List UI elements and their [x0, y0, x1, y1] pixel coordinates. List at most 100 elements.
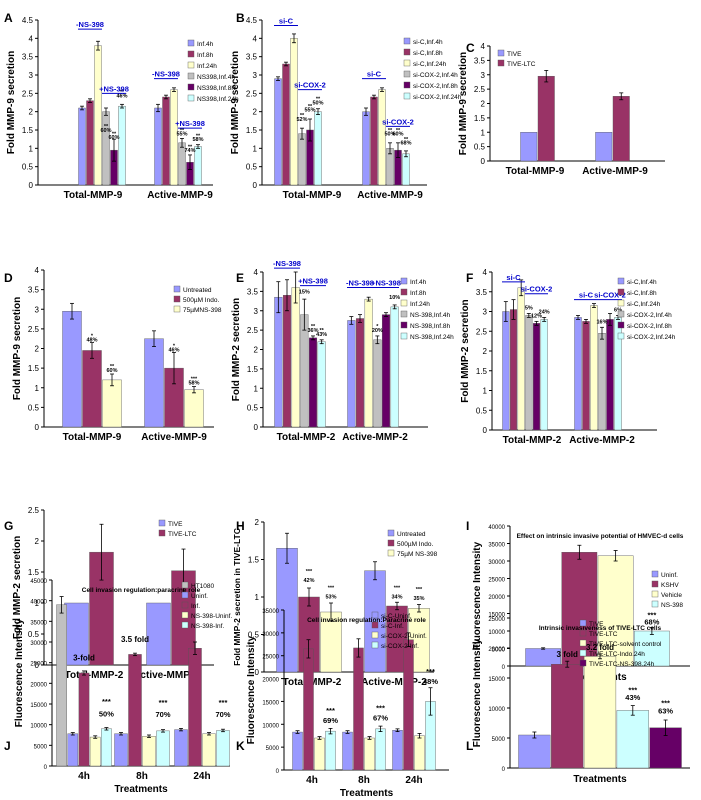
significance-label: *** [661, 699, 670, 708]
bar-si-cox-2-inf-24h-active-mmp-9 [402, 153, 410, 186]
legend-swatch [403, 59, 411, 67]
significance-label: ** [196, 133, 201, 139]
significance-label: ** [188, 144, 193, 150]
significance-label: 63% [658, 706, 673, 715]
legend-label: si-C,Inf.24h [627, 301, 661, 308]
legend-label: si-COX-2,Inf.4h [627, 312, 672, 319]
bar-tive-ltc-total-mmp-9 [537, 75, 555, 162]
significance-label: 58% [188, 381, 199, 387]
y-tick-label: 10000 [488, 630, 505, 636]
x-tick-label: Total-MMP-2 [277, 432, 336, 443]
chart-title: Cell invasion regulation:paracrine role [82, 587, 201, 594]
bar-si-cox-2-inf-8h-active-mmp-2 [606, 319, 614, 431]
y-axis-title: Fold MMP-9 secretion [12, 297, 23, 400]
treatment-label: si-COX-2 [521, 285, 553, 294]
treatment-label: -NS-398 [152, 70, 180, 79]
significance-label: 48% [423, 677, 438, 686]
chart-title: Intrinsic invasiveness of TIVE-LTC cells [539, 625, 662, 632]
legend-label: Inf. [191, 603, 200, 610]
significance-label: 5% [525, 306, 533, 312]
significance-label: 60% [106, 368, 117, 374]
y-tick-label: 4 [253, 34, 258, 43]
significance-label: 68% [644, 618, 659, 627]
legend-label: 500µM Indo. [183, 297, 219, 304]
x-tick-label: Active-MMP-2 [342, 432, 408, 443]
bar-ns398-inf-24h-total-mmp-9 [118, 105, 126, 186]
x-tick-label: Active-MMP-9 [357, 190, 423, 201]
legend-swatch [400, 310, 408, 318]
panel-letter: L [466, 739, 473, 753]
bar-si-cox-2-inf-24h-total-mmp-2 [540, 319, 548, 431]
significance-label: 60% [108, 135, 119, 141]
y-tick-label: 0 [254, 423, 259, 432]
legend-label: si-COX-2,Inf.8h [627, 323, 672, 330]
y-tick-label: 0 [502, 665, 506, 671]
bar-tive-ltc-all [551, 664, 584, 769]
significance-label: *** [416, 587, 423, 593]
y-tick-label: 35000 [262, 609, 279, 615]
legend-label: TIVE-LTC-solvent control [589, 641, 662, 648]
significance-label: 10% [389, 295, 400, 301]
panel-h: H 0 0.5 1 1.5 2 Fold MMP-2 secretion in TIVE-L… [232, 518, 438, 688]
legend-label: si-COX-2,Inf.24h [413, 94, 462, 101]
x-tick-label: Active-MMP-9 [141, 432, 207, 443]
x-tick-label: Active-MMP-2 [361, 677, 427, 688]
y-tick-label: 0 [255, 668, 260, 677]
legend-swatch [173, 305, 181, 313]
legend-label: NS-398-Inf. [191, 623, 224, 630]
y-tick-label: 1.5 [247, 365, 259, 374]
significance-label: 48% [86, 337, 97, 343]
y-tick-label: 1.5 [474, 114, 486, 123]
bar-ns-398-all [634, 630, 670, 667]
y-tick-label: 2.5 [476, 327, 488, 336]
y-tick-label: 2 [35, 537, 40, 546]
x-axis-title: Treatments [114, 784, 168, 795]
y-axis-title: Fold MMP-9 secretion [458, 52, 469, 155]
significance-label: 68% [400, 141, 411, 147]
bar-untreated-total-mmp-9 [62, 311, 82, 428]
y-tick-label: 30000 [262, 632, 279, 638]
legend-swatch [387, 529, 395, 537]
x-tick-label: 8h [358, 775, 370, 786]
significance-label: *** [159, 698, 168, 707]
y-tick-label: 3.5 [246, 53, 258, 62]
panel-a: A 0 0.5 1 1.5 2 2.5 3 3.5 4 4.5 Fold MMP-9 secretio… [4, 11, 239, 201]
y-tick-label: 20000 [488, 595, 505, 601]
x-tick-label: Total-MMP-9 [63, 432, 122, 443]
y-tick-label: 15000 [262, 700, 279, 706]
legend-swatch [403, 92, 411, 100]
y-tick-label: 3.5 [28, 286, 40, 295]
legend-swatch [173, 295, 181, 303]
legend-label: Untreated [397, 531, 426, 538]
bar-ns398-inf-4h-total-mmp-9 [102, 111, 110, 186]
y-tick-label: 20000 [488, 647, 505, 653]
bar-inf--4h [78, 672, 90, 767]
y-tick-label: 2.5 [22, 89, 34, 98]
panel-letter: D [4, 271, 13, 285]
bar-ns-398-inf-24h-total-mmp-2 [317, 341, 326, 428]
bar-inf-8h-total-mmp-9 [86, 100, 94, 186]
significance-label: ** [308, 104, 313, 110]
y-tick-label: 1.5 [476, 367, 488, 376]
panel-letter: G [4, 519, 13, 533]
legend-swatch [371, 611, 379, 619]
legend-swatch [651, 600, 659, 608]
legend-label: Inf.24h [410, 301, 430, 308]
y-tick-label: 3 [481, 71, 486, 80]
legend-swatch [187, 72, 195, 80]
bar-si-cox-2-inf-4h-active-mmp-2 [598, 333, 606, 431]
treatment-label: si-C [579, 291, 594, 300]
y-tick-label: 1 [35, 599, 40, 608]
legend-label: si-COX-2-Uninf. [381, 633, 427, 640]
significance-label: 74% [184, 148, 195, 154]
y-tick-label: 15000 [488, 677, 505, 683]
bar-ns-398-inf-24h-active-mmp-2 [390, 306, 399, 428]
bar-si-c-inf-4h-total-mmp-9 [274, 78, 282, 186]
legend-label: si-C,Inf.24h [413, 61, 447, 68]
legend-swatch [371, 641, 379, 649]
legend-swatch [403, 48, 411, 56]
bar-si-c-inf-24h-total-mmp-9 [290, 38, 298, 186]
y-tick-label: 4 [29, 34, 34, 43]
bar-ns398-inf-24h-active-mmp-9 [194, 146, 202, 186]
y-tick-label: 0 [253, 181, 258, 190]
